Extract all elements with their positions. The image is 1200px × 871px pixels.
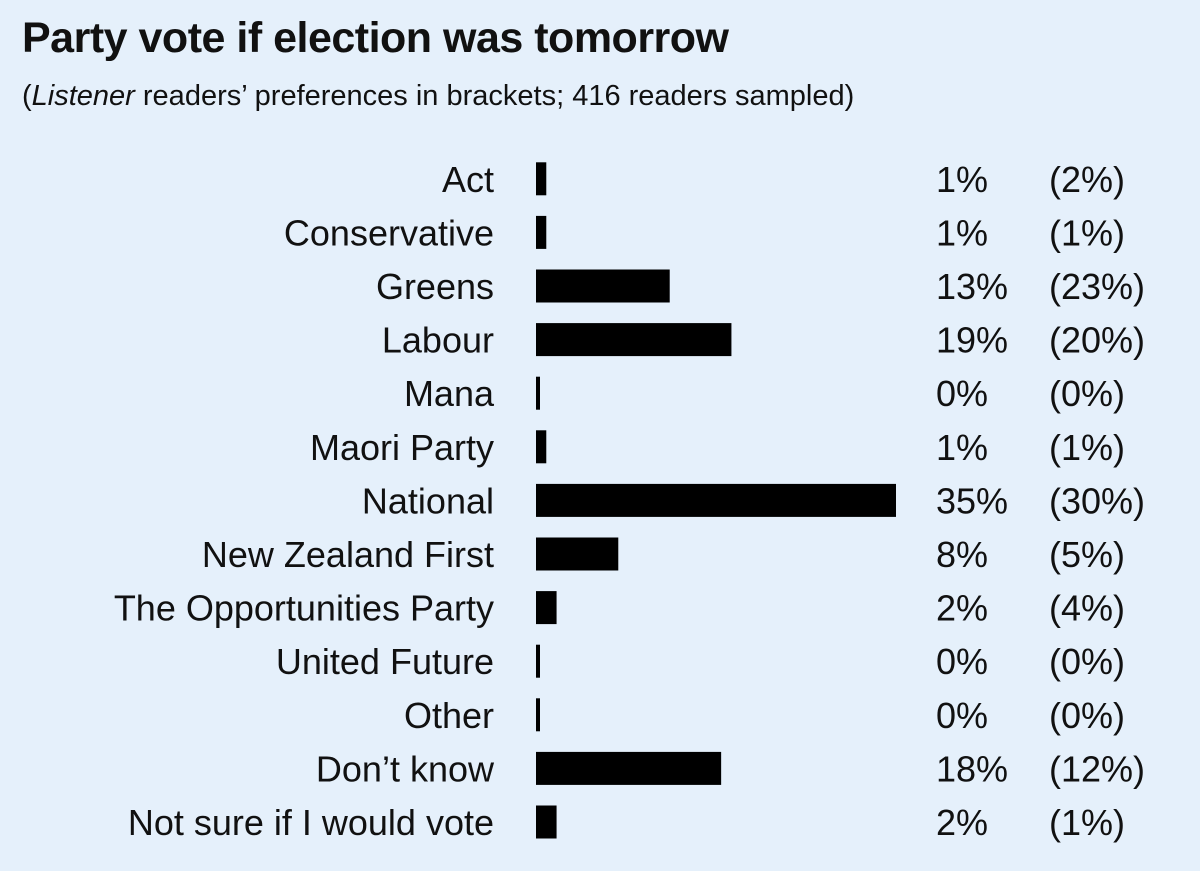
bar: [536, 269, 670, 303]
value-label: 8%: [936, 534, 988, 575]
value-label: 2%: [936, 802, 988, 843]
value-label: 1%: [936, 427, 988, 468]
bar: [536, 751, 722, 785]
bracket-value-label: (23%): [1049, 266, 1145, 307]
value-label: 18%: [936, 748, 1008, 789]
value-label: 2%: [936, 588, 988, 629]
bar: [536, 323, 732, 357]
subtitle-italic: Listener: [31, 80, 135, 112]
bracket-value-label: (1%): [1049, 427, 1125, 468]
bar: [536, 698, 540, 732]
value-label: 19%: [936, 320, 1008, 361]
category-label: Not sure if I would vote: [128, 802, 494, 843]
bracket-value-label: (0%): [1049, 641, 1125, 682]
value-label: 0%: [936, 641, 988, 682]
category-label: Mana: [404, 373, 495, 414]
bar: [536, 537, 619, 571]
bracket-value-label: (1%): [1049, 212, 1125, 253]
bar: [536, 644, 540, 678]
bar: [536, 805, 557, 839]
value-label: 1%: [936, 212, 988, 253]
bar: [536, 591, 557, 625]
bar: [536, 215, 547, 249]
value-label: 0%: [936, 695, 988, 736]
category-label: Conservative: [284, 212, 494, 253]
subtitle-open: (: [22, 80, 32, 112]
category-label: Other: [404, 695, 494, 736]
bar: [536, 483, 896, 517]
bracket-value-label: (4%): [1049, 588, 1125, 629]
bracket-value-label: (20%): [1049, 320, 1145, 361]
category-label: Greens: [376, 266, 494, 307]
category-label: The Opportunities Party: [114, 588, 494, 629]
category-label: Labour: [382, 320, 494, 361]
bracket-value-label: (2%): [1049, 159, 1125, 200]
bracket-value-label: (30%): [1049, 480, 1145, 521]
value-label: 35%: [936, 480, 1008, 521]
bar: [536, 376, 540, 410]
chart-subtitle: (Listener readers’ preferences in bracke…: [22, 80, 854, 113]
bracket-value-label: (12%): [1049, 748, 1145, 789]
value-label: 1%: [936, 159, 988, 200]
value-label: 0%: [936, 373, 988, 414]
bracket-value-label: (1%): [1049, 802, 1125, 843]
category-label: National: [362, 480, 494, 521]
bracket-value-label: (0%): [1049, 373, 1125, 414]
subtitle-rest: readers’ preferences in brackets; 416 re…: [134, 80, 855, 112]
category-label: Act: [442, 159, 494, 200]
category-label: Don’t know: [316, 748, 495, 789]
bracket-value-label: (5%): [1049, 534, 1125, 575]
category-label: New Zealand First: [202, 534, 494, 575]
bracket-value-label: (0%): [1049, 695, 1125, 736]
category-label: United Future: [276, 641, 494, 682]
bar: [536, 162, 547, 196]
value-label: 13%: [936, 266, 1008, 307]
chart-title: Party vote if election was tomorrow: [22, 14, 729, 62]
bar: [536, 430, 547, 464]
category-label: Maori Party: [310, 427, 494, 468]
